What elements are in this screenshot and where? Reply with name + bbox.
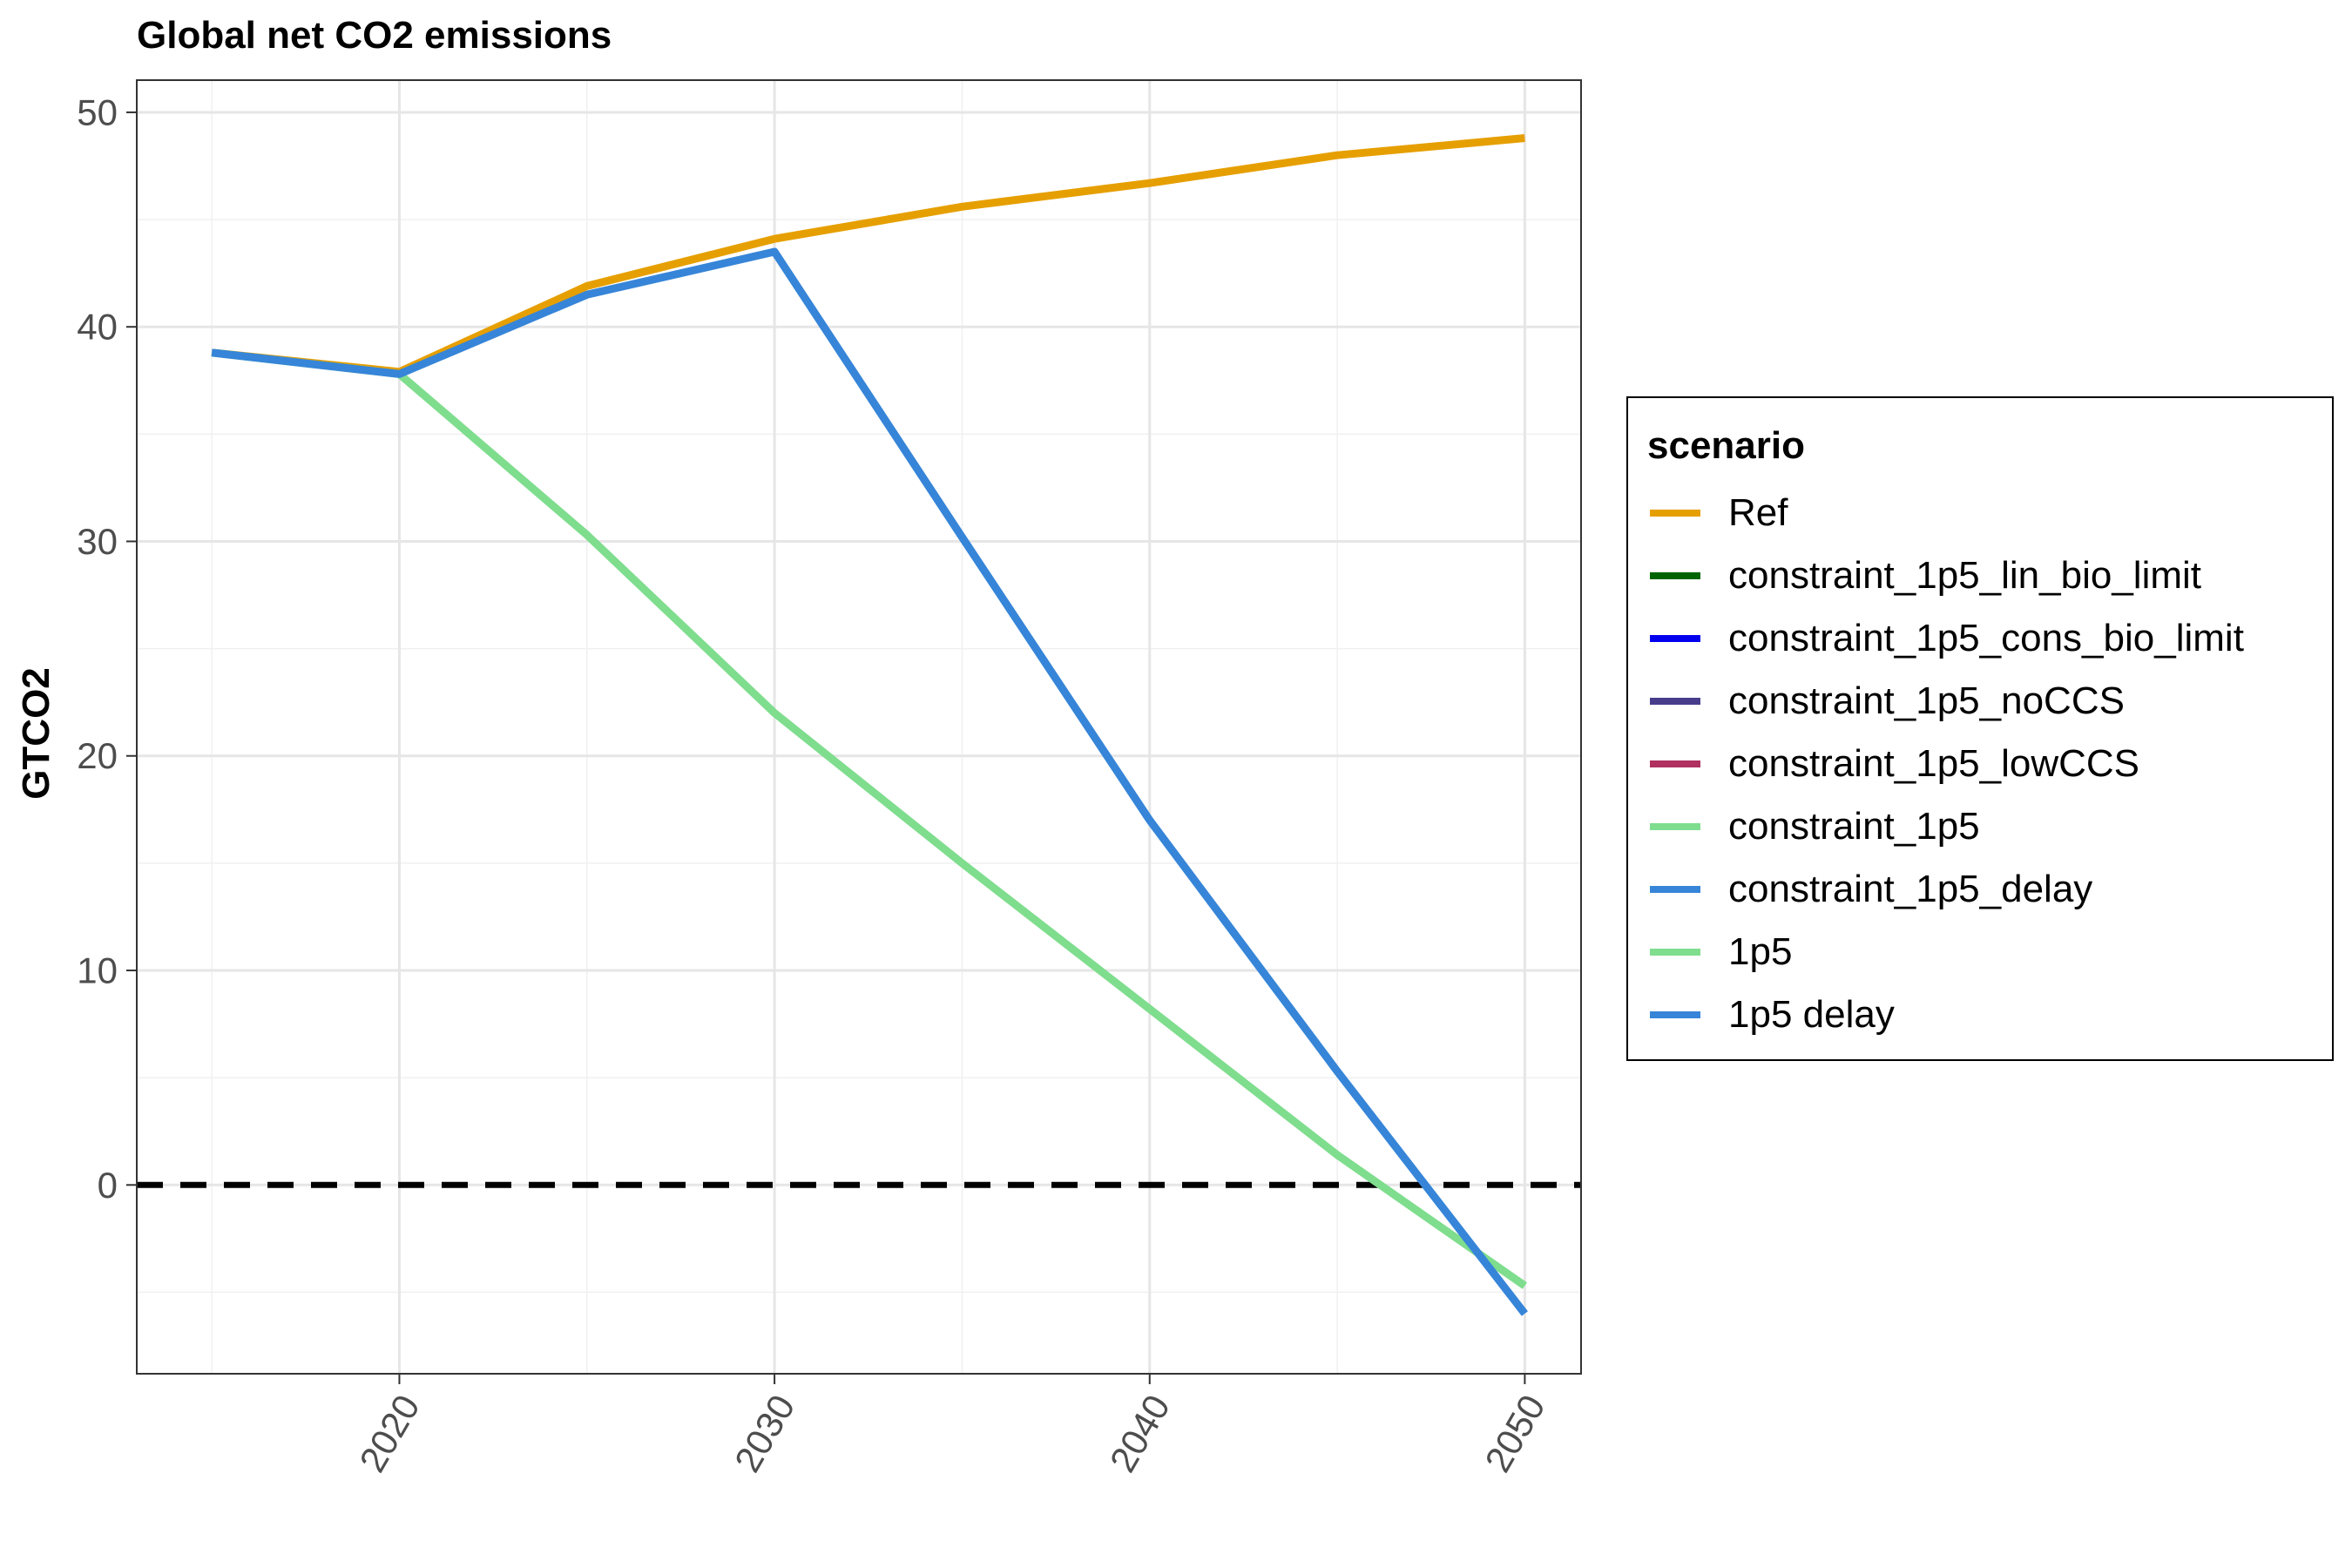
y-tick-label: 0 [98,1165,118,1206]
legend-key-swatch [1650,510,1700,517]
legend-item-1p5-delay: 1p5 delay [1650,989,1895,1041]
legend-label: constraint_1p5 [1728,805,1980,848]
legend-key-swatch [1650,823,1700,830]
x-tick-label: 2030 [727,1388,802,1478]
legend-label: constraint_1p5_cons_bio_limit [1728,617,2244,659]
chart-title: Global net CO2 emissions [137,14,612,57]
x-tick-label: 2050 [1477,1388,1552,1478]
legend: scenario Ref constraint_1p5_lin_bio_limit… [1626,396,2334,1061]
y-axis-title: GTCO2 [15,667,57,800]
legend-key-swatch [1650,698,1700,705]
legend-label: constraint_1p5_lin_bio_limit [1728,554,2201,597]
series-line-1p5 [211,348,1527,1289]
legend-item-constraint-1p5: constraint_1p5 [1650,801,1980,853]
y-tick-label: 20 [77,735,118,776]
legend-label: Ref [1728,491,1788,534]
legend-title: scenario [1647,424,1805,467]
x-tick-label: 2040 [1102,1388,1178,1478]
legend-item-ref: Ref [1650,487,1788,539]
legend-key-swatch [1650,886,1700,893]
legend-key-swatch [1650,1011,1700,1018]
legend-item-constraint-1p5-delay: constraint_1p5_delay [1650,863,2092,916]
series-line-1p5-delay [211,247,1528,1316]
series-lines [211,134,1528,1316]
legend-key-swatch [1650,949,1700,956]
y-tick-label: 10 [77,950,118,991]
y-tick-label: 30 [77,521,118,562]
y-tick-label: 50 [77,91,118,132]
legend-key-swatch [1650,572,1700,579]
x-tick-label: 2020 [351,1388,427,1478]
legend-label: constraint_1p5_noCCS [1728,679,2125,722]
legend-key-swatch [1650,760,1700,767]
legend-label: 1p5 [1728,930,1793,973]
legend-item-constraint-1p5-noccs: constraint_1p5_noCCS [1650,675,2125,727]
legend-label: constraint_1p5_delay [1728,868,2093,910]
plot-panel [137,80,1581,1374]
legend-label: 1p5 delay [1728,993,1895,1036]
legend-item-1p5: 1p5 [1650,926,1792,978]
y-tick-label: 40 [77,307,118,348]
legend-item-constraint-1p5-lowccs: constraint_1p5_lowCCS [1650,738,2139,790]
legend-key-swatch [1650,635,1700,642]
legend-item-constraint-1p5-cons-bio-limit: constraint_1p5_cons_bio_limit [1650,612,2244,665]
plot-border [136,79,1582,1375]
legend-label: constraint_1p5_lowCCS [1728,742,2140,785]
legend-item-constraint-1p5-lin-bio-limit: constraint_1p5_lin_bio_limit [1650,550,2201,602]
